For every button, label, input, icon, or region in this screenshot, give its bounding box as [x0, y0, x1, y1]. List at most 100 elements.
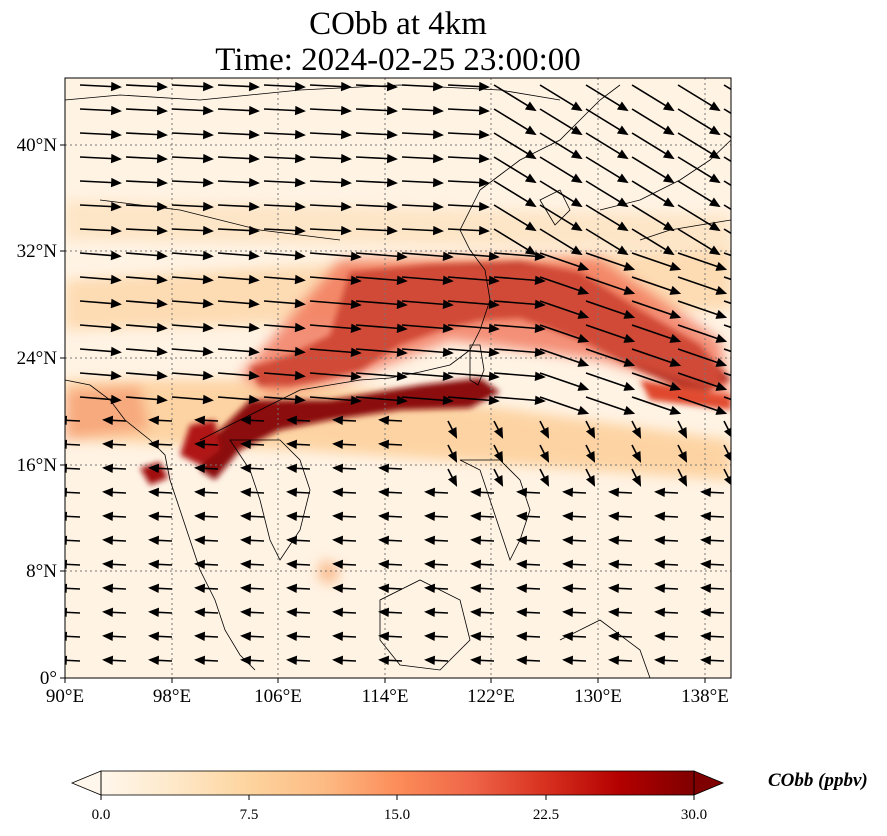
wind-arrow-head: [654, 655, 666, 666]
wind-arrow-head: [350, 299, 362, 310]
colorbar-tick-label: 30.0: [681, 807, 707, 823]
wind-arrow-head: [294, 225, 306, 236]
wind-arrow-head: [478, 225, 490, 236]
wind-arrow-head: [102, 439, 114, 450]
wind-arrow-head: [756, 223, 765, 230]
wind-arrow-head: [378, 439, 390, 450]
wind-arrow-head: [194, 655, 206, 666]
wind-arrow-head: [447, 451, 458, 463]
wind-arrow-head: [432, 129, 444, 140]
wind-arrow-head: [102, 559, 114, 570]
wind-arrow-head: [669, 285, 682, 295]
wind-arrow-head: [378, 487, 390, 498]
wind-arrow-head: [470, 631, 482, 642]
wind-arrow-head: [700, 487, 712, 498]
wind-arrow-head: [424, 535, 436, 546]
wind-arrow-head: [478, 81, 490, 92]
wind-arrow: [65, 611, 81, 614]
wind-arrow-head: [631, 475, 642, 487]
wind-arrow-head: [534, 323, 546, 334]
wind-arrow-head: [248, 129, 260, 140]
wind-arrow-head: [524, 221, 537, 232]
wind-arrow-head: [562, 631, 574, 642]
wind-arrow-head: [156, 129, 168, 140]
wind-arrow-head: [332, 559, 344, 570]
wind-arrow-head: [424, 511, 436, 522]
wind-arrow-head: [286, 631, 298, 642]
wind-arrow-head: [570, 221, 583, 232]
wind-arrow-head: [240, 487, 252, 498]
wind-arrow-head: [148, 511, 160, 522]
wind-arrow-head: [623, 381, 636, 391]
wind-arrow-head: [248, 81, 260, 92]
wind-arrow-head: [340, 201, 352, 212]
lon-tick-label: 138°E: [681, 686, 729, 707]
wind-arrow-head: [756, 199, 765, 206]
wind-arrow-head: [654, 487, 666, 498]
wind-arrow-head: [562, 607, 574, 618]
wind-arrow-head: [248, 274, 260, 285]
wind-arrow-head: [202, 105, 214, 116]
wind-arrow-head: [194, 559, 206, 570]
wind-arrow-head: [386, 225, 398, 236]
wind-arrow-head: [240, 655, 252, 666]
wind-arrow-head: [654, 535, 666, 546]
wind-arrow-head: [102, 535, 114, 546]
wind-arrow-head: [534, 347, 546, 358]
wind-arrow: [65, 515, 81, 518]
wind-arrow-head: [396, 395, 408, 406]
wind-arrow-head: [677, 427, 688, 439]
wind-arrow-head: [432, 201, 444, 212]
wind-arrow-head: [539, 451, 550, 463]
wind-arrow-head: [432, 153, 444, 164]
wind-arrow-head: [442, 347, 454, 358]
wind-arrow-head: [623, 357, 636, 367]
wind-arrow-head: [516, 535, 528, 546]
wind-arrow-head: [424, 655, 436, 666]
wind-arrow-head: [248, 298, 260, 309]
wind-arrow-head: [623, 309, 636, 319]
wind-arrow-head: [478, 105, 490, 116]
wind-arrow-head: [478, 177, 490, 188]
wind-arrow-head: [378, 415, 390, 426]
wind-arrow-head: [248, 322, 260, 333]
wind-arrow-head: [148, 439, 160, 450]
wind-arrow-head: [662, 125, 675, 136]
wind-arrow-head: [677, 451, 688, 463]
wind-arrow-head: [654, 559, 666, 570]
wind-arrow-head: [447, 427, 458, 439]
wind-arrow-head: [470, 655, 482, 666]
wind-arrow-head: [708, 197, 721, 208]
wind-arrow-head: [202, 274, 214, 285]
wind-arrow-head: [447, 475, 458, 487]
lon-tick-label: 122°E: [467, 686, 515, 707]
wind-arrow: [65, 419, 81, 422]
wind-arrow-head: [516, 559, 528, 570]
wind-arrow-head: [708, 149, 721, 160]
wind-arrow-head: [524, 101, 537, 112]
wind-arrow-head: [669, 333, 682, 343]
lat-tick-label: 16°N: [17, 455, 58, 476]
wind-arrow-head: [110, 298, 122, 309]
wind-arrow-head: [442, 323, 454, 334]
wind-arrow-head: [570, 101, 583, 112]
wind-arrow-head: [616, 149, 629, 160]
wind-arrow-head: [570, 149, 583, 160]
wind-arrow-head: [723, 451, 731, 462]
wind-arrow-head: [332, 607, 344, 618]
wind-arrow-head: [708, 101, 721, 112]
wind-arrow-head: [156, 201, 168, 212]
wind-arrow-head: [378, 583, 390, 594]
wind-arrow-head: [488, 323, 500, 334]
wind-arrow-head: [478, 153, 490, 164]
colorbar-tick-label: 15.0: [384, 807, 410, 823]
wind-arrow-head: [442, 395, 454, 406]
map-title: CObb at 4km: [309, 6, 487, 42]
wind-arrow-head: [577, 333, 590, 343]
wind-arrow-head: [156, 81, 168, 92]
wind-arrow-head: [654, 511, 666, 522]
wind-arrow-head: [386, 177, 398, 188]
wind-arrow-head: [432, 177, 444, 188]
wind-arrow-head: [240, 583, 252, 594]
wind-arrow-head: [700, 607, 712, 618]
